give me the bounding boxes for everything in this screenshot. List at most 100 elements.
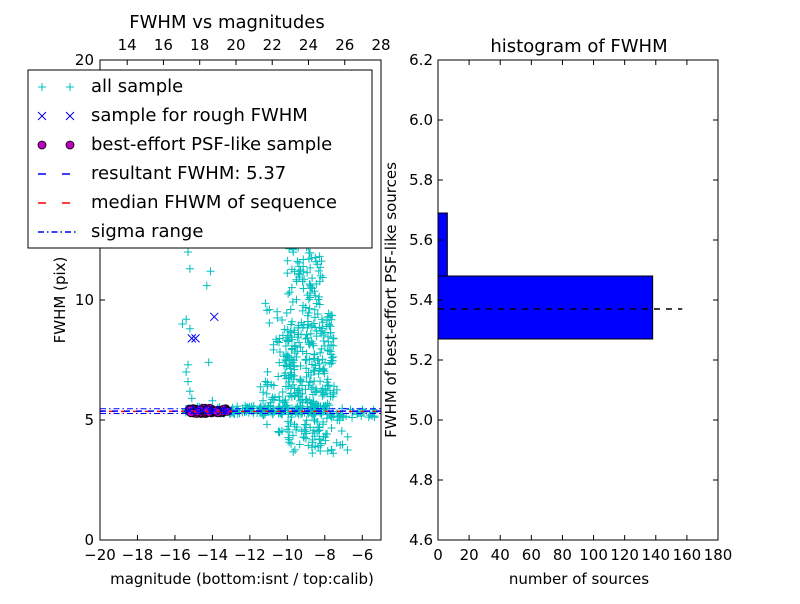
all-sample-point <box>327 446 336 455</box>
right-y-tick-label: 5.4 <box>409 291 433 309</box>
rough-sample-point <box>187 334 197 343</box>
all-sample-point <box>184 360 193 369</box>
all-sample-point <box>285 438 294 447</box>
legend-label-psf-sample: best-effort PSF-like sample <box>91 134 332 155</box>
all-sample-point <box>282 361 291 370</box>
left-top-axis: 14 16 18 20 22 24 26 28 <box>118 36 391 65</box>
right-y-tick-label: 4.6 <box>409 531 433 549</box>
all-sample-point <box>305 355 314 364</box>
right-x-tick-label: 160 <box>673 546 702 564</box>
all-sample-point <box>288 431 297 440</box>
all-sample-point <box>303 317 312 326</box>
all-sample-point <box>182 315 191 324</box>
all-sample-point <box>343 446 352 455</box>
all-sample-point <box>325 322 334 331</box>
all-sample-point <box>317 257 326 266</box>
all-sample-point <box>315 252 324 261</box>
all-sample-point <box>304 441 313 450</box>
all-sample-point <box>327 341 336 350</box>
all-sample-point <box>327 413 336 422</box>
all-sample-point <box>304 295 313 304</box>
all-sample-point <box>326 311 335 320</box>
all-sample-point <box>308 390 317 399</box>
legend-marker-rough-sample <box>37 111 47 121</box>
all-sample-point <box>305 304 314 313</box>
left-top-tick-label: 28 <box>371 36 390 54</box>
right-y-tick-label: 6.0 <box>409 111 433 129</box>
all-sample-point <box>282 382 291 391</box>
all-sample-point <box>323 446 332 455</box>
right-y-tick-label: 5.8 <box>409 171 433 189</box>
all-sample-point <box>261 299 270 308</box>
all-sample-point <box>295 440 304 449</box>
all-sample-point <box>292 277 301 286</box>
all-sample-point <box>329 334 338 343</box>
all-sample-point <box>275 334 284 343</box>
all-sample-point <box>314 426 323 435</box>
all-sample-point <box>287 283 296 292</box>
all-sample-point <box>244 408 253 417</box>
all-sample-point <box>295 270 304 279</box>
legend-label-all-sample: all sample <box>91 76 183 97</box>
all-sample-point <box>296 343 305 352</box>
all-sample-point <box>272 335 281 344</box>
all-sample-point <box>310 313 319 322</box>
all-sample-point <box>259 396 268 405</box>
left-x-tick-label: −8 <box>314 546 336 564</box>
right-y-tick-label: 5.2 <box>409 351 433 369</box>
right-x-axis: 0 20 40 60 80 100 120 140 160 180 <box>433 60 732 564</box>
right-chart-title: histogram of FWHM <box>490 36 667 57</box>
right-y-axis-label: FWHM of best-effort PSF-like sources <box>382 162 400 438</box>
all-sample-point <box>290 392 299 401</box>
all-sample-point <box>296 376 305 385</box>
all-sample-point <box>277 426 286 435</box>
right-x-tick-label: 0 <box>433 546 443 564</box>
all-sample-point <box>307 408 316 417</box>
all-sample-point <box>285 288 294 297</box>
all-sample-point <box>178 320 187 328</box>
right-plot-marks <box>437 212 683 340</box>
all-sample-point <box>301 427 310 436</box>
all-sample-point <box>284 289 293 298</box>
all-sample-point <box>287 439 296 448</box>
rough-sample-point <box>191 334 200 343</box>
left-y-axis-label: FWHM (pix) <box>51 257 69 344</box>
all-sample-point <box>263 382 272 391</box>
all-sample-point <box>288 317 297 326</box>
all-sample-point <box>307 443 316 452</box>
legend-label-resultant-fwhm: resultant FWHM: 5.37 <box>91 163 286 184</box>
right-y-tick-label: 4.8 <box>409 471 433 489</box>
right-x-tick-label: 20 <box>460 546 479 564</box>
all-sample-point <box>284 336 293 345</box>
right-y-tick-label: 5.0 <box>409 411 433 429</box>
all-sample-point <box>283 256 292 265</box>
all-sample-point <box>318 392 327 401</box>
all-sample-point <box>276 347 284 356</box>
legend-marker-all-sample <box>38 83 46 91</box>
all-sample-point <box>284 433 293 442</box>
all-sample-point <box>253 408 262 417</box>
all-sample-point <box>321 429 330 438</box>
all-sample-point <box>266 408 275 417</box>
all-sample-point <box>275 358 284 367</box>
all-sample-point <box>339 413 348 422</box>
all-sample-point <box>294 262 303 271</box>
all-sample-point <box>310 350 319 359</box>
all-sample-point <box>325 346 334 355</box>
all-sample-point <box>288 298 297 307</box>
all-sample-point <box>303 268 312 277</box>
all-sample-point <box>299 301 308 310</box>
all-sample-point <box>185 324 194 333</box>
all-sample-point <box>300 425 309 434</box>
all-sample-point <box>278 387 287 396</box>
histogram-bar <box>437 275 654 340</box>
legend-marker-rough-sample <box>65 111 75 121</box>
all-sample-point <box>292 423 301 432</box>
all-sample-point <box>315 323 324 332</box>
all-sample-point <box>283 351 292 360</box>
all-sample-point <box>281 356 290 365</box>
all-sample-point <box>313 356 322 365</box>
all-sample-point <box>303 323 312 332</box>
all-sample-point <box>282 401 291 410</box>
